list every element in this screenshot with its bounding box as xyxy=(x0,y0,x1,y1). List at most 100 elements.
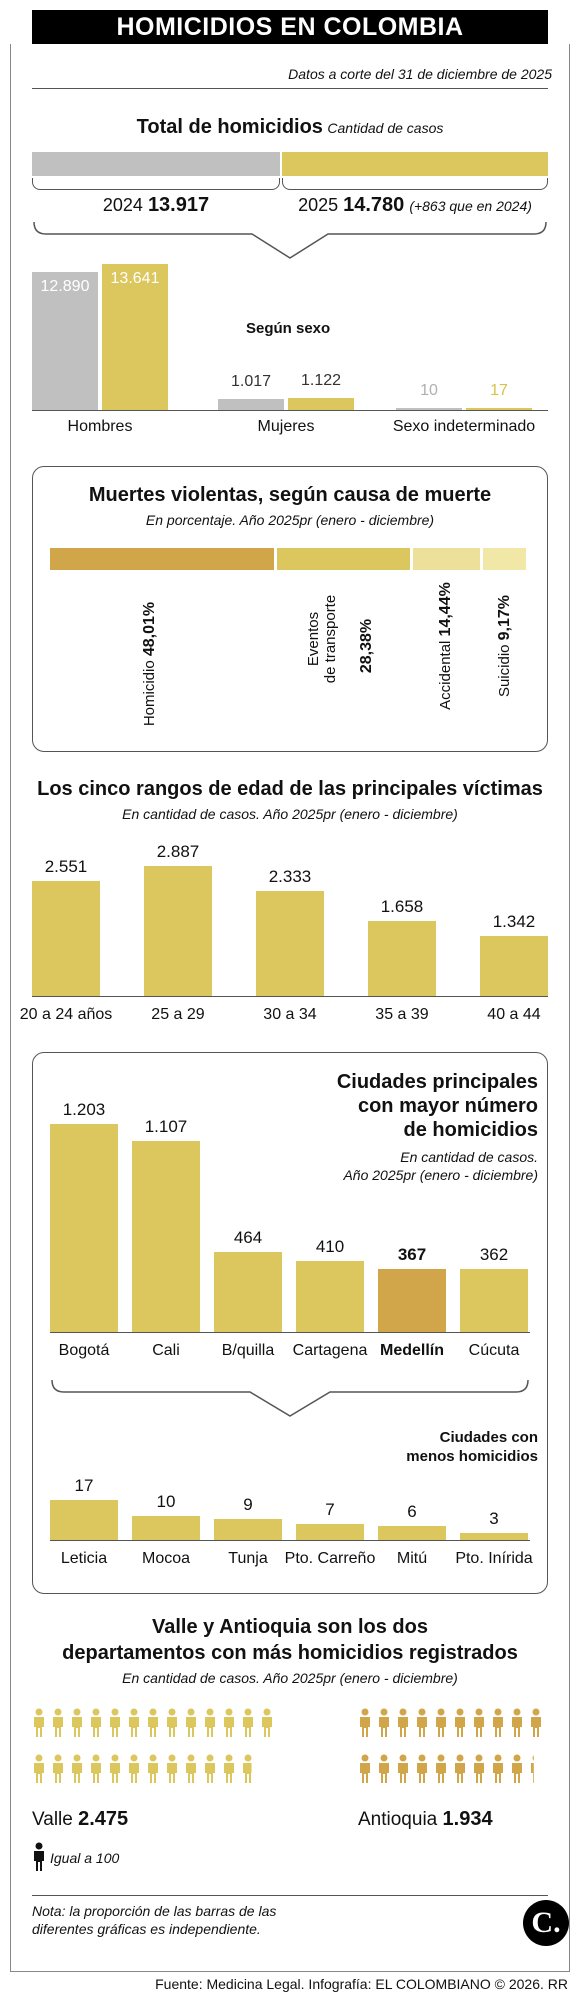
causa-chart: Homicidio 48,01% 28,38% Accidental 14,44% S… xyxy=(0,0,580,760)
sexo-bar-hombres-2024 xyxy=(32,272,98,410)
ciudades-title: Ciudades principales con mayor número de… xyxy=(337,1070,538,1142)
ciudad-category-b-quilla: B/quilla xyxy=(221,1342,275,1359)
edad-title: Los cinco rangos de edad de las principa… xyxy=(37,778,543,800)
valle-person-13 xyxy=(34,1754,44,1783)
edad-bar-25-a-29 xyxy=(144,866,212,996)
divider xyxy=(32,1895,548,1896)
edad-baseline xyxy=(32,996,548,997)
antioquia-person-19 xyxy=(531,1755,534,1783)
edad-value-40-a-44: 1.342 xyxy=(492,911,536,931)
antioquia-person-14 xyxy=(436,1754,446,1783)
antioquia-person-0 xyxy=(360,1708,370,1737)
valle-person-1 xyxy=(53,1708,63,1737)
menos-value-pto-inirida: 3 xyxy=(489,1508,499,1528)
total-2025: 2025 14.780 (+863 que en 2024) xyxy=(282,194,548,217)
deptos-pictogram xyxy=(34,1708,541,1783)
valle-person-23 xyxy=(224,1754,234,1783)
antioquia-person-3 xyxy=(417,1708,427,1737)
ciudad-value-cucuta: 362 xyxy=(479,1245,509,1265)
causa-box xyxy=(32,466,548,752)
antioquia-person-17 xyxy=(493,1754,503,1783)
sexo-bar-mujeres-2025 xyxy=(288,397,354,410)
ciudad-bar-b-quilla xyxy=(214,1251,282,1332)
antioquia-person-16 xyxy=(474,1754,484,1783)
ciudad-bar-cucuta xyxy=(460,1269,528,1332)
ciudad-value-bogota: 1.203 xyxy=(62,1100,106,1119)
ciudad-category-bogota: Bogotá xyxy=(58,1342,110,1359)
total-2025-year: 2025 xyxy=(298,195,339,215)
valle-person-18 xyxy=(129,1754,139,1783)
valle-value: 2.475 xyxy=(78,1808,129,1830)
menos-category-mocoa: Mocoa xyxy=(141,1550,191,1567)
total-2024-year: 2024 xyxy=(102,195,143,215)
ciudades-baseline xyxy=(50,1332,530,1333)
valle-person-4 xyxy=(110,1708,120,1737)
causa-bar-suicidio xyxy=(483,548,526,570)
edad-category-35-a-39: 35 a 39 xyxy=(375,1006,429,1023)
deptos-title-l1: Valle y Antioquia son los dos xyxy=(152,1616,428,1638)
sexo-bar-sexo-indeterminado-2024 xyxy=(396,408,462,410)
total-2025-value: 14.780 xyxy=(343,194,405,216)
valle-person-22 xyxy=(205,1754,215,1783)
edad-value-35-a-39: 1.658 xyxy=(380,897,424,917)
divider xyxy=(32,88,548,89)
menos-title-l2: menos homicidios xyxy=(406,1448,538,1465)
sexo-value-sexo-indeterminado-2025: 17 xyxy=(490,382,508,399)
edad-bar-40-a-44 xyxy=(480,935,548,996)
sexo-value-mujeres-2025: 1.122 xyxy=(300,371,342,389)
valle-person-17 xyxy=(110,1754,120,1783)
valle-person-0 xyxy=(34,1708,44,1737)
valle-person-20 xyxy=(167,1754,177,1783)
ciudad-value-cali: 1.107 xyxy=(144,1116,188,1136)
el-colombiano-logo: C. xyxy=(523,1900,569,1946)
valle-person-2 xyxy=(72,1708,82,1737)
menos-bar-leticia xyxy=(50,1500,118,1540)
total-2024-value: 13.917 xyxy=(147,194,210,216)
ciudad-category-medellin: Medellín xyxy=(379,1342,444,1359)
antioquia-person-10 xyxy=(360,1754,370,1783)
ciudad-value-cartagena: 410 xyxy=(315,1237,345,1257)
causa-title: Muertes violentas, según causa de muerte xyxy=(88,484,492,506)
sexo-bar-hombres-2025 xyxy=(102,264,168,410)
valle-person-15 xyxy=(72,1754,82,1783)
page-title: HOMICIDIOS EN COLOMBIA xyxy=(32,10,548,44)
antioquia-person-4 xyxy=(436,1708,446,1737)
antioquia-person-18 xyxy=(512,1754,522,1783)
valle-person-7 xyxy=(167,1708,177,1737)
antioquia-person-1 xyxy=(379,1708,389,1737)
sexo-value-mujeres-2024: 1.017 xyxy=(230,373,272,391)
deptos-subtitle: En cantidad de casos. Año 2025pr (enero … xyxy=(122,1670,458,1686)
ciudades-funnel-bracket xyxy=(51,1379,529,1417)
total-2025-note: (+863 que en 2024) xyxy=(409,198,532,214)
ciudades-title-l2: con mayor número xyxy=(357,1095,538,1117)
sexo-category-sexo-indeterminado: Sexo indeterminado xyxy=(392,418,536,435)
ciudades-sub-l2: Año 2025pr (enero - diciembre) xyxy=(343,1167,538,1183)
valle-person-11 xyxy=(243,1708,253,1737)
sexo-category-hombres: Hombres xyxy=(67,418,133,435)
total-funnel-bracket xyxy=(33,221,547,259)
antioquia-label: Antioquia 1.934 xyxy=(358,1808,493,1831)
causa-bar-accidental xyxy=(412,548,481,570)
edad-category-40-a-44: 40 a 44 xyxy=(487,1006,541,1023)
edad-category-30-a-34: 30 a 34 xyxy=(263,1006,317,1023)
ciudades-charts: 1.203 Bogotá 1.107 Cali 464 B/quilla 410 Cartag… xyxy=(50,1100,533,1567)
antioquia-person-8 xyxy=(512,1708,522,1737)
menos-category-leticia: Leticia xyxy=(60,1550,108,1567)
sexo-chart: 12.890 13.641 Hombres 1.017 1.122 Mujeres 10 17… xyxy=(0,0,580,440)
menos-category-mitu: Mitú xyxy=(396,1550,428,1567)
ciudad-category-cartagena: Cartagena xyxy=(292,1342,368,1359)
sexo-value-hombres-2024: 12.890 xyxy=(40,278,90,296)
antioquia-person-9 xyxy=(531,1708,541,1737)
antioquia-person-7 xyxy=(493,1708,503,1737)
deptos-title: Valle y Antioquia son los dos departamen… xyxy=(0,1614,580,1666)
menos-value-tunja: 9 xyxy=(243,1494,253,1514)
total-title-block: Total de homicidios Cantidad de casos xyxy=(0,116,580,139)
menos-title-l1: Ciudades con xyxy=(439,1429,538,1446)
edad-bar-30-a-34 xyxy=(256,890,324,996)
ciudad-value-b-quilla: 464 xyxy=(233,1227,263,1247)
menos-bar-pto-carreno xyxy=(296,1523,364,1540)
person-icon xyxy=(34,1842,44,1871)
total-2024: 2024 13.917 xyxy=(32,194,280,217)
menos-title: Ciudades con menos homicidios xyxy=(406,1428,538,1466)
ciudad-category-cucuta: Cúcuta xyxy=(468,1342,520,1359)
